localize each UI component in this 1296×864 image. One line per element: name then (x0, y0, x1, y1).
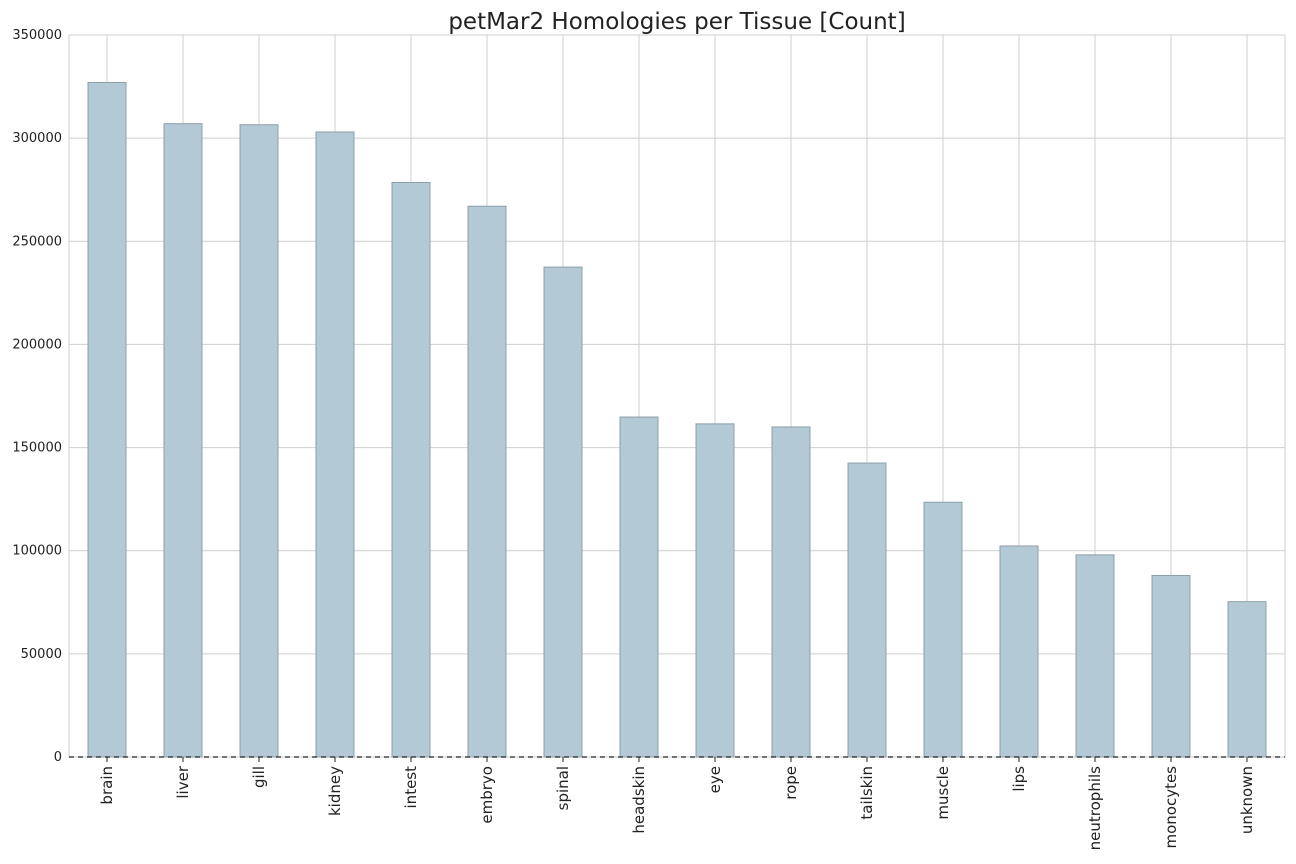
x-tick-label: brain (98, 766, 116, 805)
x-tick-label: lips (1010, 766, 1028, 792)
x-tick-label: tailskin (858, 766, 876, 820)
x-tick-label: eye (706, 766, 724, 793)
bar-intest (391, 181, 431, 758)
bar-headskin (619, 416, 659, 758)
bar-unknown (1227, 601, 1267, 758)
x-tick-label: liver (174, 765, 192, 798)
bar-spinal (543, 266, 583, 758)
x-tick-label: headskin (630, 766, 648, 834)
y-tick-label: 200000 (12, 337, 62, 352)
x-tick-label: intest (402, 766, 420, 809)
bar-neutrophils (1075, 554, 1115, 758)
y-tick-label: 100000 (12, 544, 62, 559)
bar-embryo (467, 205, 507, 758)
bar-lips (999, 545, 1039, 758)
x-tick-label: kidney (326, 766, 344, 816)
bar-eye (695, 423, 735, 758)
x-tick-label: unknown (1238, 766, 1256, 834)
axis-layer: 0 50000 100000 150000 200000 250000 300000 3500… (12, 28, 1285, 850)
bar-liver (163, 123, 203, 758)
bar-gill (239, 124, 279, 758)
bar-layer (87, 81, 1267, 758)
x-tick-label: embryo (478, 766, 496, 824)
y-tick-label: 250000 (12, 234, 62, 249)
bar-tailskin (847, 462, 887, 758)
y-tick-label: 300000 (12, 131, 62, 146)
bar-brain (87, 81, 127, 758)
bar-muscle (923, 501, 963, 758)
x-tick-label: rope (782, 766, 800, 800)
y-tick-label: 50000 (21, 647, 62, 662)
bar-rope (771, 426, 811, 758)
bar-kidney (315, 131, 355, 758)
bar-monocytes (1151, 574, 1191, 758)
x-tick-label: neutrophils (1086, 766, 1104, 851)
y-tick-label: 0 (54, 750, 62, 765)
y-tick-label: 150000 (12, 441, 62, 456)
x-tick-label: monocytes (1162, 766, 1180, 849)
x-tick-label: gill (250, 766, 268, 788)
x-tick-label: spinal (554, 766, 572, 810)
chart-title: petMar2 Homologies per Tissue [Count] (448, 9, 905, 35)
x-tick-label: muscle (934, 766, 952, 820)
y-tick-label: 350000 (12, 28, 62, 43)
